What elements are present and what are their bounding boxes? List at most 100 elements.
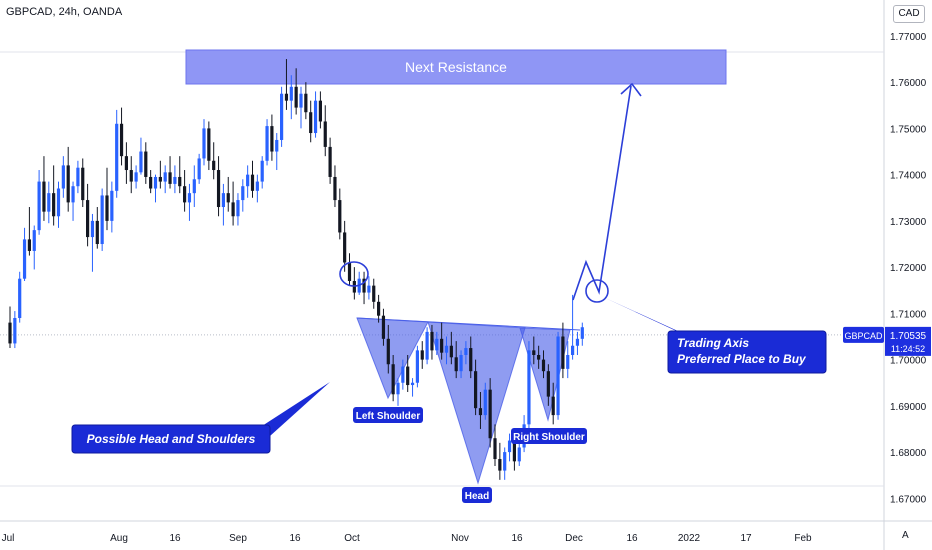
candle-body — [401, 366, 405, 383]
candle-body — [575, 338, 580, 346]
time-tick-label: Oct — [344, 533, 360, 544]
resistance-label: Next Resistance — [405, 59, 507, 75]
candle-body — [527, 350, 531, 425]
candle-body — [507, 440, 512, 453]
candle-body — [56, 188, 61, 217]
candle-body — [90, 220, 95, 238]
projection-arrow — [572, 85, 632, 301]
candle-body — [250, 174, 255, 191]
marker-circle — [585, 279, 609, 303]
candle-body — [415, 350, 419, 383]
candle-body — [216, 170, 221, 208]
candle-body — [580, 327, 584, 339]
candle-body — [192, 179, 196, 194]
price-tick-label: 1.76000 — [890, 78, 927, 89]
candle-body — [115, 123, 119, 191]
candle-body — [236, 200, 240, 217]
candle-body — [144, 151, 148, 177]
candle-body — [76, 167, 80, 187]
candle-body — [338, 200, 342, 233]
candle-body — [207, 128, 211, 161]
time-tick-label: Nov — [451, 533, 469, 544]
candle-body — [318, 100, 322, 122]
time-tick-label: 16 — [511, 533, 523, 544]
time-tick-label: Feb — [794, 533, 812, 544]
arrow-head — [620, 82, 642, 97]
left-shoulder-label: Left Shoulder — [356, 411, 421, 422]
candle-body — [32, 230, 36, 251]
price-tick-label: 1.75000 — [890, 124, 927, 135]
candle-body — [100, 195, 104, 245]
time-tick-label: Jul — [2, 533, 15, 544]
candle-body — [328, 146, 332, 177]
candle-body — [18, 278, 22, 318]
candle-body — [459, 354, 463, 372]
candle-body — [139, 151, 143, 173]
candle-body — [454, 357, 458, 372]
right-shoulder-label-bg — [511, 428, 587, 444]
candle-body — [333, 176, 337, 201]
candle-body — [372, 285, 376, 302]
candle-body — [493, 438, 497, 460]
candle-body — [435, 338, 439, 351]
candle-body — [66, 165, 70, 203]
auto-scale-button[interactable]: A — [902, 530, 909, 541]
candle-body — [343, 232, 347, 263]
candle-body — [391, 364, 395, 395]
candle-body — [313, 100, 318, 134]
candle-body — [110, 190, 114, 221]
candles-group — [8, 59, 584, 480]
neckline — [356, 317, 581, 331]
candle-body — [270, 126, 274, 152]
candle-body — [498, 459, 502, 471]
symbol-info: GBPCAD, 24h, OANDA — [6, 6, 123, 18]
candle-body — [202, 128, 206, 159]
time-tick-label: 16 — [289, 533, 301, 544]
candle-body — [158, 176, 162, 182]
candle-body — [149, 176, 153, 189]
candle-body — [275, 139, 279, 152]
candle-body — [362, 278, 366, 293]
candle-body — [197, 158, 201, 180]
candle-body — [163, 172, 167, 182]
candle-body — [546, 371, 550, 397]
candle-body — [396, 382, 400, 395]
currency-button[interactable]: CAD — [893, 5, 925, 23]
candle-body — [464, 348, 468, 355]
candle-body — [386, 338, 390, 365]
candle-body — [449, 345, 453, 358]
candle-body — [537, 354, 541, 360]
candle-body — [280, 93, 284, 140]
candle-body — [532, 350, 536, 355]
candle-body — [551, 396, 555, 416]
candle-body — [517, 447, 521, 462]
candle-body — [86, 200, 90, 238]
time-tick-label: 16 — [626, 533, 638, 544]
candle-body — [52, 193, 56, 217]
candle-body — [173, 176, 177, 184]
candle-body — [556, 336, 560, 416]
candle-body — [231, 202, 235, 217]
symbol-price-tag: GBPCAD — [844, 331, 883, 341]
right-shoulder-label: Right Shoulder — [513, 432, 585, 443]
callout-pattern-text: Possible Head and Shoulders — [87, 432, 256, 446]
candle-body — [284, 93, 289, 101]
candle-body — [37, 181, 41, 231]
candle-body — [42, 181, 46, 212]
callout-pattern-box — [71, 424, 271, 454]
price-tick-label: 1.73000 — [890, 217, 927, 228]
price-tick-label: 1.71000 — [890, 309, 927, 320]
candle-body — [425, 331, 429, 360]
candle-body — [119, 123, 124, 157]
head-label: Head — [465, 491, 489, 502]
time-tick-label: Sep — [229, 533, 247, 544]
candle-body — [309, 112, 313, 134]
candle-body — [95, 220, 99, 245]
candle-body — [381, 315, 386, 339]
candle-body — [377, 301, 381, 316]
candle-body — [561, 336, 565, 369]
candle-body — [503, 452, 507, 471]
candle-body — [241, 186, 245, 201]
price-tick-label: 1.67000 — [890, 494, 927, 505]
